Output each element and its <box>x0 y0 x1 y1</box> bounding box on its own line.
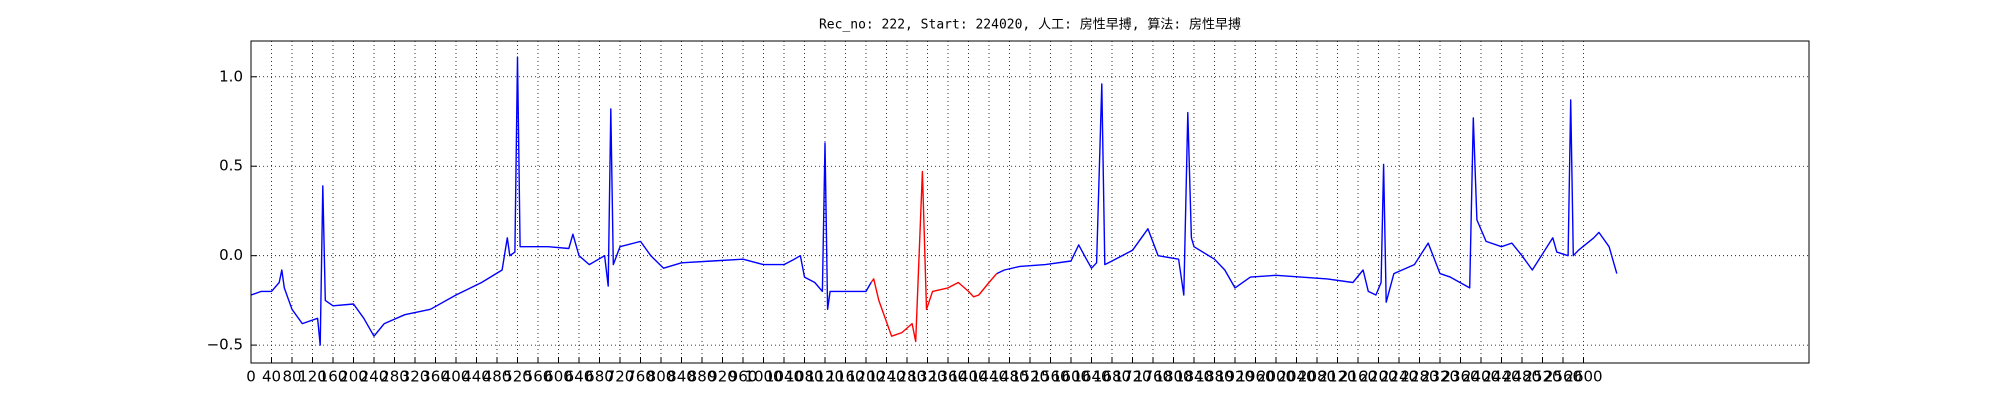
x-tick-label: 840 <box>667 368 696 386</box>
x-tick-label: 1720 <box>1113 368 1151 386</box>
x-tick-label: 2160 <box>1339 368 1377 386</box>
ecg-trace <box>250 56 1618 346</box>
x-tick-label: 2360 <box>1441 368 1479 386</box>
y-tick-label: 0.5 <box>219 157 243 175</box>
x-tick-label: 1760 <box>1134 368 1172 386</box>
x-tick-label: 2560 <box>1544 368 1582 386</box>
x-tick-label: 680 <box>585 368 614 386</box>
x-tick-label: 2280 <box>1400 368 1438 386</box>
x-tick-label: 1520 <box>1011 368 1049 386</box>
x-tick-label: 240 <box>360 368 389 386</box>
x-tick-label: 2240 <box>1380 368 1418 386</box>
x-tick-label: 640 <box>565 368 594 386</box>
y-tick-label: 1.0 <box>219 67 243 85</box>
x-tick-label: 120 <box>298 368 327 386</box>
x-tick-label: 1040 <box>765 368 803 386</box>
x-tick-label: 560 <box>524 368 553 386</box>
x-tick-label: 1800 <box>1154 368 1192 386</box>
x-tick-label: 2080 <box>1298 368 1336 386</box>
x-tick-label: 1360 <box>929 368 967 386</box>
x-tick-label: 1880 <box>1195 368 1233 386</box>
x-tick-label: 960 <box>729 368 758 386</box>
x-tick-label: 2200 <box>1359 368 1397 386</box>
x-tick-label: 320 <box>401 368 430 386</box>
x-tick-label: 360 <box>421 368 450 386</box>
x-tick-label: 760 <box>626 368 655 386</box>
x-tick-label: 1440 <box>970 368 1008 386</box>
y-tick-label: 0.0 <box>219 246 243 264</box>
x-tick-label: 40 <box>262 368 281 386</box>
chart-title: Rec_no: 222, Start: 224020, 人工: 房性早搏, 算法… <box>819 17 1241 33</box>
x-tick-label: 720 <box>606 368 635 386</box>
x-tick-label: 1080 <box>785 368 823 386</box>
x-tick-label: 2000 <box>1257 368 1295 386</box>
x-tick-label: 1280 <box>888 368 926 386</box>
x-tick-label: 880 <box>688 368 717 386</box>
x-tick-label: 2040 <box>1277 368 1315 386</box>
x-tick-label: 1840 <box>1175 368 1213 386</box>
x-tick-label: 160 <box>319 368 348 386</box>
x-tick-label: 200 <box>339 368 368 386</box>
x-tick-label: 2400 <box>1462 368 1500 386</box>
x-tick-label: 440 <box>462 368 491 386</box>
x-tick-label: 1640 <box>1072 368 1110 386</box>
x-tick-label: 2120 <box>1318 368 1356 386</box>
x-tick-label: 1400 <box>949 368 987 386</box>
x-tick-label: 80 <box>282 368 301 386</box>
x-tick-label: 2480 <box>1503 368 1541 386</box>
x-tick-label: 520 <box>503 368 532 386</box>
x-tick-label: 2320 <box>1421 368 1459 386</box>
x-tick-label: 1680 <box>1093 368 1131 386</box>
x-tick-label: 600 <box>544 368 573 386</box>
x-tick-label: 920 <box>708 368 737 386</box>
x-tick-label: 1200 <box>847 368 885 386</box>
x-tick-label: 2440 <box>1482 368 1520 386</box>
x-tick-label: 1480 <box>990 368 1028 386</box>
x-tick-label: 1000 <box>744 368 782 386</box>
x-tick-label: 1920 <box>1216 368 1254 386</box>
x-tick-label: 1120 <box>806 368 844 386</box>
x-tick-label: 280 <box>380 368 409 386</box>
x-tick-label: 1160 <box>826 368 864 386</box>
x-tick-label: 1600 <box>1052 368 1090 386</box>
x-tick-label: 1320 <box>908 368 946 386</box>
x-tick-label: 0 <box>246 368 256 386</box>
x-tick-label: 1960 <box>1236 368 1274 386</box>
plot-frame <box>250 40 1810 364</box>
y-tick-label: −0.5 <box>207 336 243 354</box>
x-tick-label: 800 <box>647 368 676 386</box>
x-tick-label: 1560 <box>1031 368 1069 386</box>
x-tick-label: 1240 <box>867 368 905 386</box>
x-tick-label: 400 <box>442 368 471 386</box>
ecg-trace <box>870 170 998 343</box>
x-tick-label: 2520 <box>1523 368 1561 386</box>
x-tick-label: 2600 <box>1564 368 1602 386</box>
x-tick-label: 480 <box>483 368 512 386</box>
